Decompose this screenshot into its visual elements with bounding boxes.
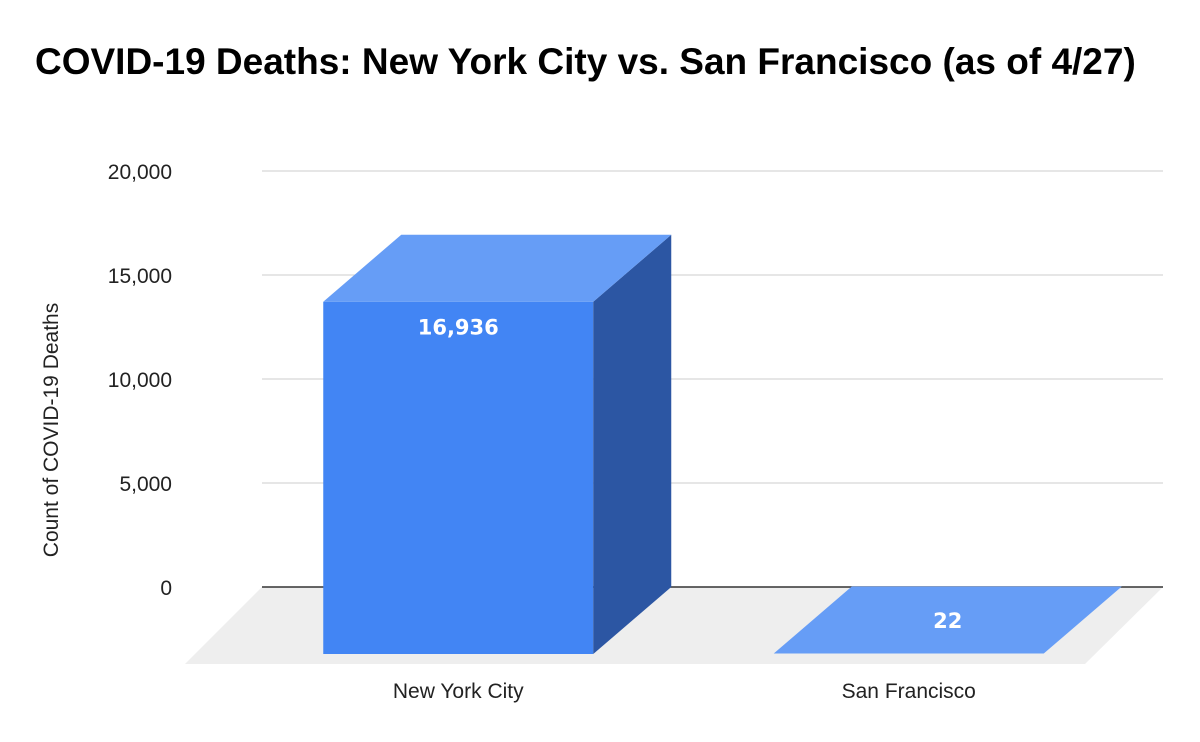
- x-category-label: New York City: [393, 680, 524, 703]
- bars: [323, 234, 1122, 654]
- bar-0: [323, 234, 672, 654]
- y-tick-label: 0: [160, 577, 172, 600]
- chart-title: COVID-19 Deaths: New York City vs. San F…: [35, 41, 1136, 82]
- y-tick-label: 5,000: [119, 473, 172, 496]
- y-axis-title: Count of COVID-19 Deaths: [40, 303, 63, 557]
- x-category-label: San Francisco: [842, 680, 976, 703]
- y-axis-ticks: 0 5,000 10,000 15,000 20,000: [108, 161, 172, 600]
- data-label: 16,936: [418, 316, 499, 340]
- bar-top: [773, 586, 1122, 654]
- bar-side: [593, 234, 672, 654]
- data-label: 22: [933, 609, 962, 633]
- x-axis-categories: New York City San Francisco: [393, 680, 976, 703]
- y-tick-label: 10,000: [108, 369, 172, 392]
- y-tick-label: 20,000: [108, 161, 172, 184]
- bar-top: [323, 234, 672, 302]
- bar-front: [323, 301, 594, 654]
- y-tick-label: 15,000: [108, 265, 172, 288]
- data-labels: 16,936 22: [418, 316, 963, 633]
- bar-1: [773, 586, 1122, 654]
